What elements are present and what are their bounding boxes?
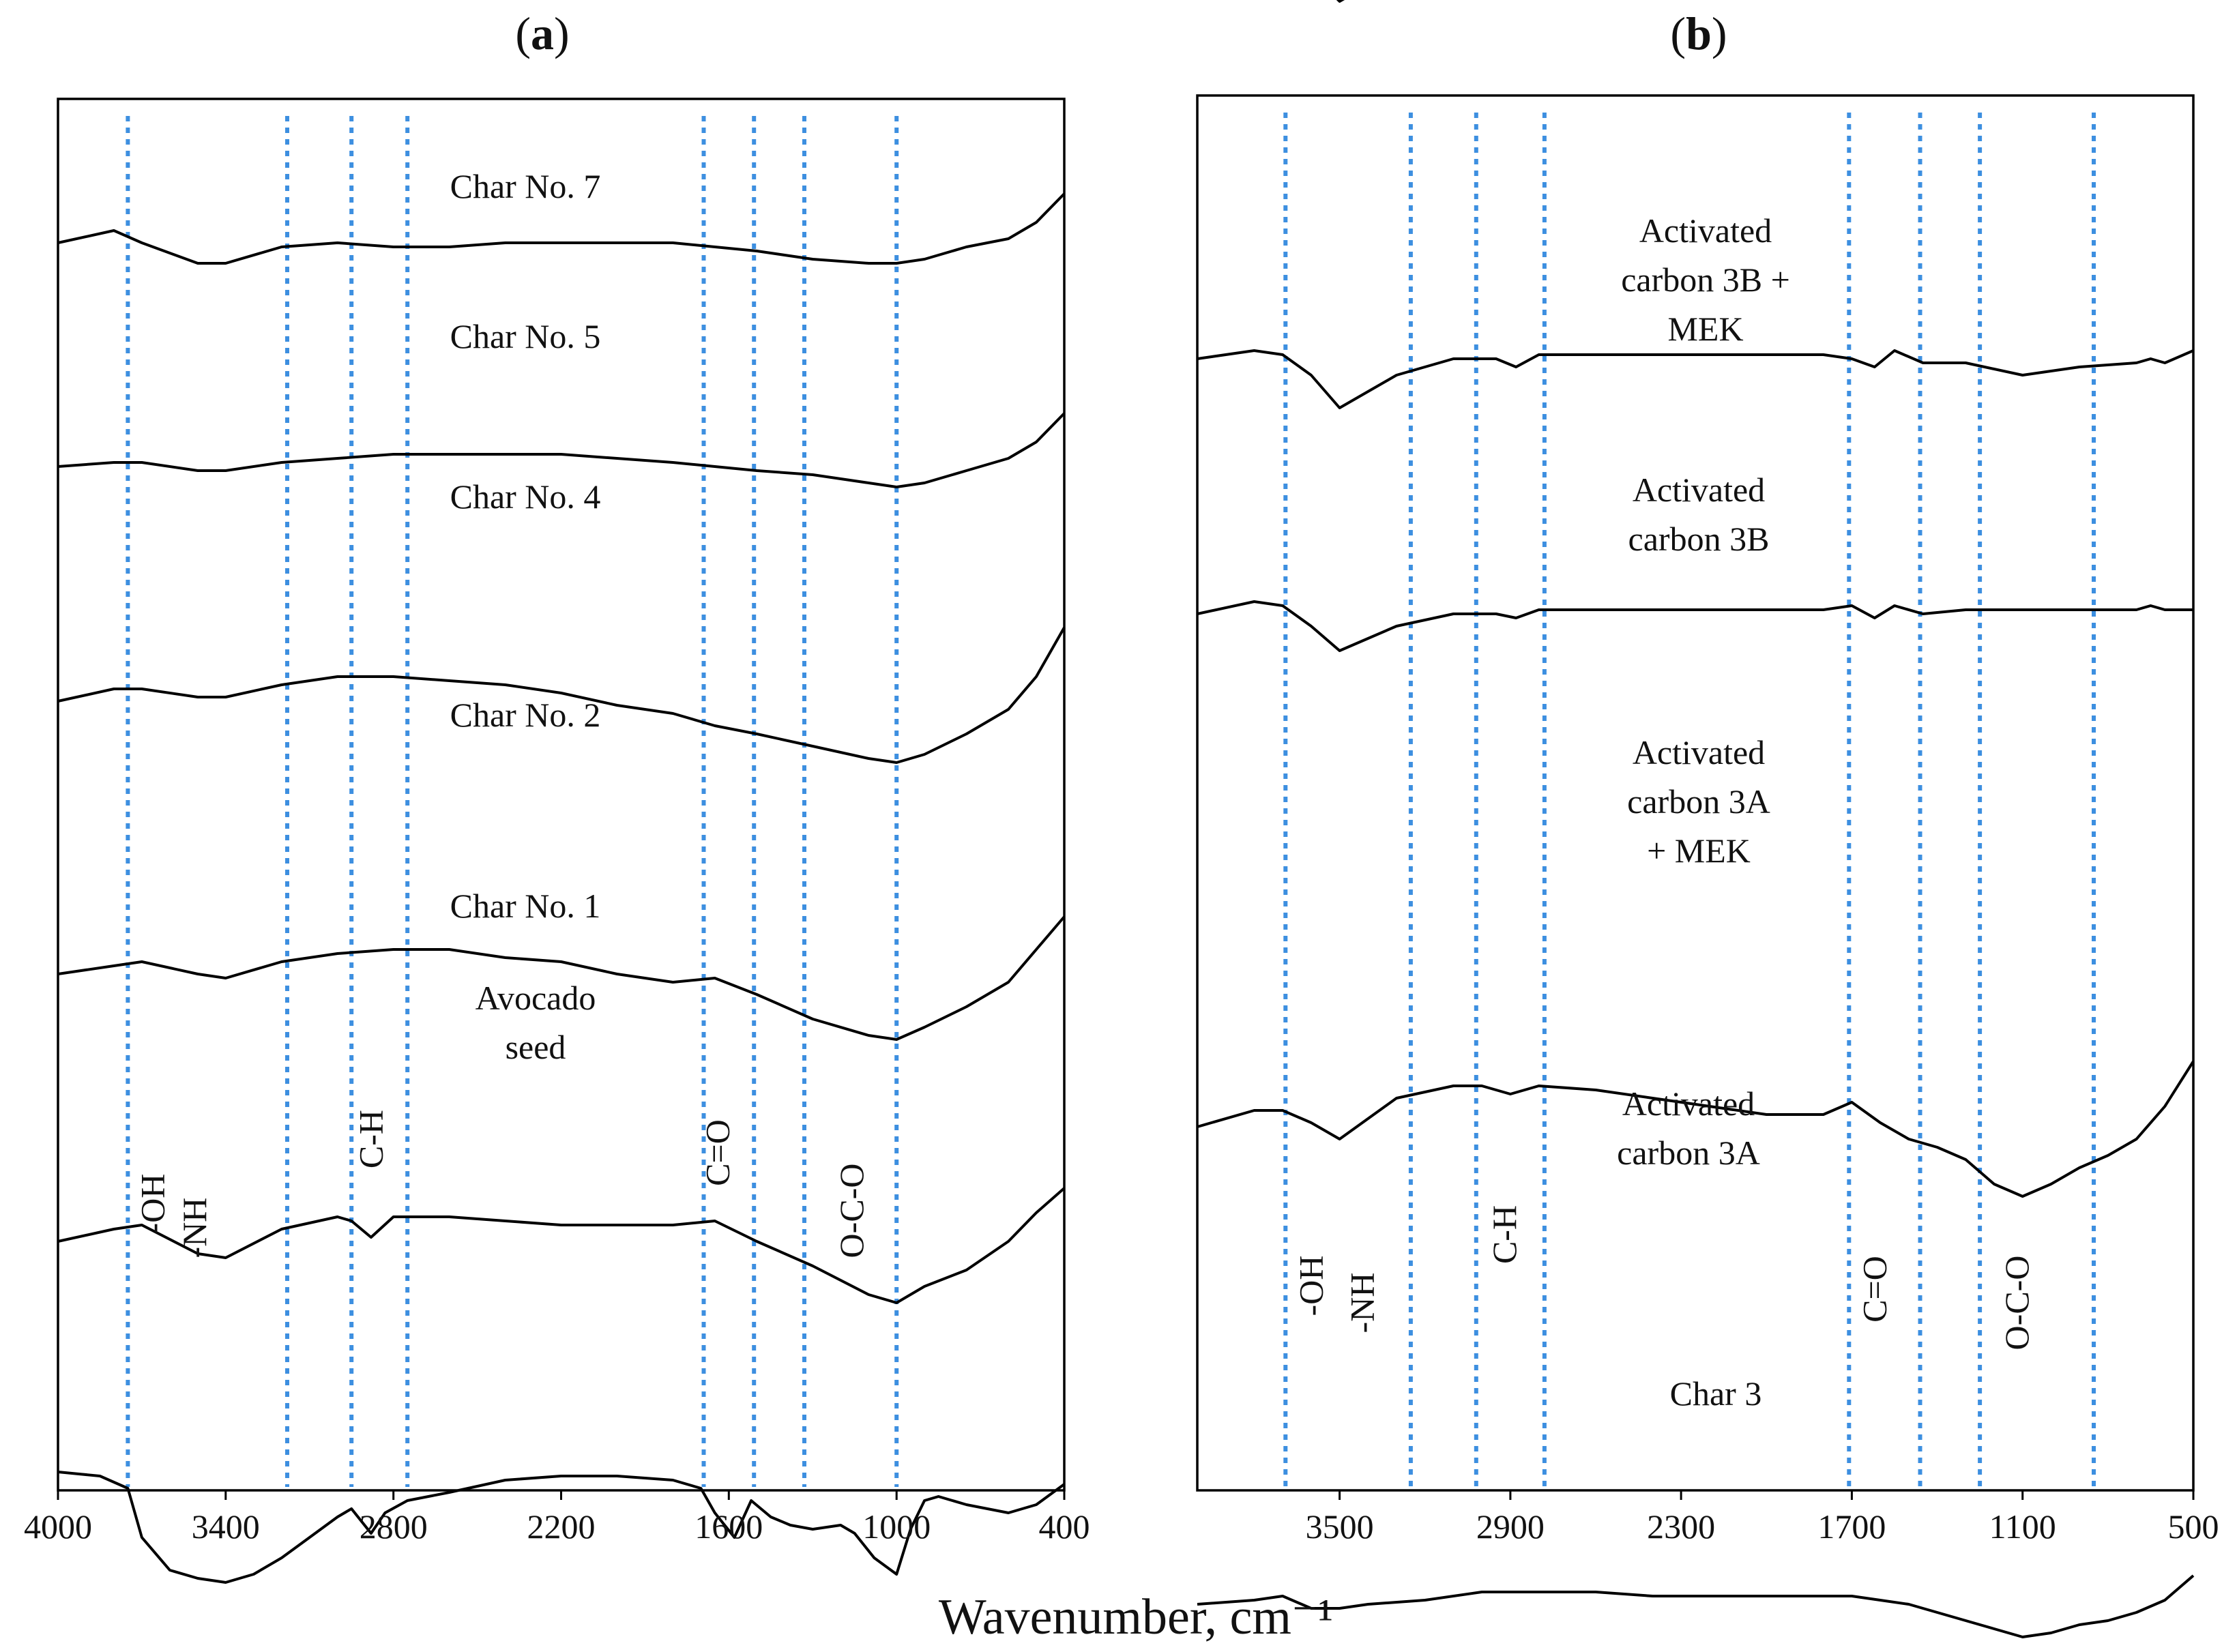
panel-a-band-labels: -OH -NH C-H C=O O-C-O — [134, 1110, 871, 1258]
band-label-oh: -OH — [134, 1174, 172, 1235]
series-label-char-3: Char 3 — [1670, 1374, 1762, 1413]
series-label-activated-carbon-3b: Activated carbon 3B — [1628, 471, 1770, 558]
panel-b-reference-lines — [1283, 113, 2096, 1487]
x-tick-label-3400: 3400 — [192, 1507, 260, 1546]
x-tick-label-500: 500 — [2168, 1507, 2219, 1546]
spectrum-avocado-seed — [57, 1471, 1066, 1584]
spectrum-activated-carbon-3a — [1197, 1060, 2195, 1198]
series-label-activated-carbon-3a-mek: Activated carbon 3A + MEK — [1627, 733, 1770, 870]
series-label-char-no-2: Char No. 2 — [450, 696, 601, 734]
x-axis-title: Wavenumber, cm⁻¹ — [939, 1589, 1333, 1645]
spectrum-activated-carbon-3b-mek — [1336, 0, 1345, 3]
series-label-avocado-seed: Avocado seed — [476, 979, 596, 1066]
panel-a-reference-lines — [126, 116, 899, 1487]
panel-a-series-labels: Char No. 7 Char No. 5 Char No. 4 Char No. 2… — [450, 167, 601, 1066]
band-label-o-c-o: O-C-O — [1998, 1256, 2036, 1351]
series-label-char-no-7: Char No. 7 — [450, 167, 601, 205]
x-tick-label-1000: 1000 — [862, 1507, 931, 1546]
series-label-char-no-4: Char No. 4 — [450, 477, 601, 516]
x-tick-label-3500: 3500 — [1306, 1507, 1374, 1546]
band-label-c-h: C-H — [1485, 1205, 1523, 1264]
x-tick-label-4000: 4000 — [24, 1507, 92, 1546]
panel-a-spectra — [57, 192, 1066, 1584]
x-tick-label-2200: 2200 — [527, 1507, 596, 1546]
panel-b-plot-frame — [1196, 94, 2195, 1492]
series-label-activated-carbon-3b-mek: Activated carbon 3B + MEK — [1621, 211, 1790, 348]
x-tick-label-2800: 2800 — [360, 1507, 428, 1546]
panel-b-label: (b) — [1670, 8, 1727, 59]
spectrum-char-3 — [1197, 1574, 2195, 1638]
band-label-c-o: C=O — [698, 1119, 736, 1186]
panel-a-label: (a) — [515, 8, 569, 59]
panel-b-x-axis: 3500 2900 2300 1700 1100 500 — [1306, 1490, 2219, 1546]
spectrum-char-no-4 — [57, 627, 1066, 764]
band-label-nh: -NH — [175, 1198, 214, 1258]
band-label-c-o: C=O — [1856, 1256, 1894, 1323]
series-label-activated-carbon-3a: Activated carbon 3A — [1617, 1085, 1760, 1172]
x-tick-label-1100: 1100 — [1989, 1507, 2056, 1546]
series-label-char-no-1: Char No. 1 — [450, 887, 601, 925]
panel-a-plot-frame — [57, 98, 1066, 1492]
spectrum-activated-carbon-3b — [1197, 349, 2194, 409]
spectrum-activated-carbon-3a-mek — [1197, 600, 2193, 652]
spectrum-char-no-2 — [57, 915, 1066, 1041]
panel-b-series-labels: Activated carbon 3B + MEK Activated carbon 3… — [1617, 211, 1790, 1413]
series-label-char-no-5: Char No. 5 — [450, 317, 601, 355]
spectrum-char-no-5 — [57, 412, 1066, 488]
x-tick-label-1700: 1700 — [1817, 1507, 1886, 1546]
band-label-oh: -OH — [1292, 1256, 1330, 1316]
band-label-c-h: C-H — [351, 1110, 390, 1168]
x-tick-label-2900: 2900 — [1476, 1507, 1545, 1546]
x-tick-label-1600: 1600 — [695, 1507, 763, 1546]
panel-b-spectra — [1197, 0, 2195, 1638]
x-tick-label-2300: 2300 — [1647, 1507, 1715, 1546]
spectrum-char-no-1 — [57, 1187, 1066, 1304]
x-tick-label-400: 400 — [1039, 1507, 1090, 1546]
panel-b-band-labels: -OH -NH C-H C=O O-C-O — [1292, 1205, 2036, 1350]
band-label-o-c-o: O-C-O — [832, 1164, 871, 1258]
spectrum-char-no-7 — [57, 192, 1066, 265]
band-label-nh: -NH — [1343, 1273, 1381, 1333]
panel-a-x-axis: 4000 3400 2800 2200 1600 1000 400 — [24, 1490, 1090, 1546]
